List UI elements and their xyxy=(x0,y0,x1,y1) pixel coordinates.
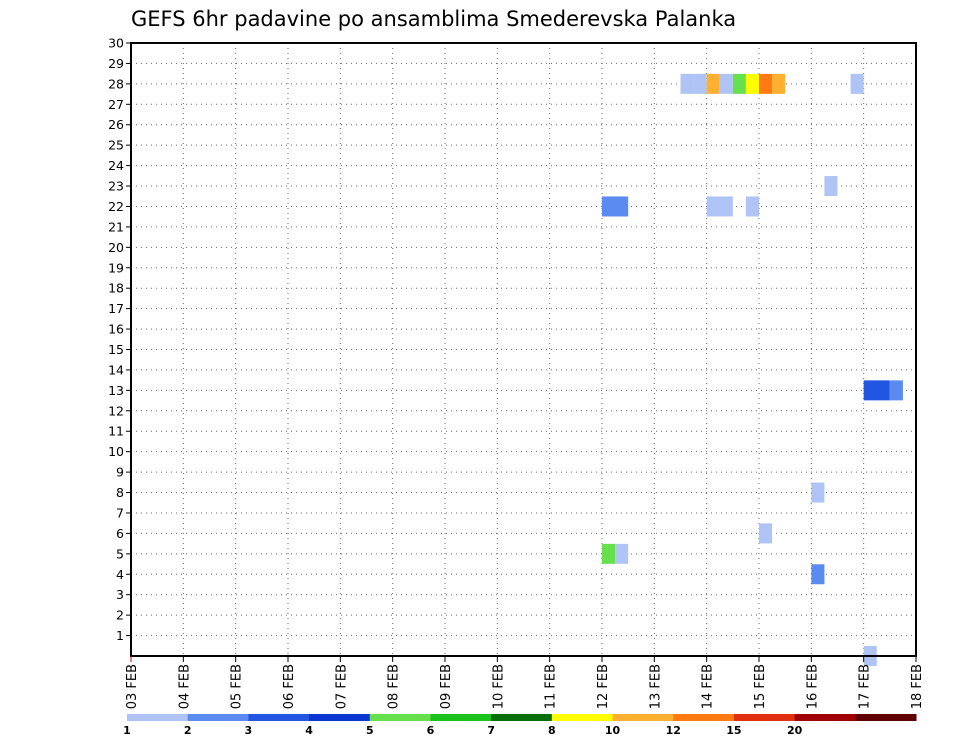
y-tick-label: 22 xyxy=(108,199,124,214)
precip-cell xyxy=(759,73,773,94)
x-tick-label: 04 FEB xyxy=(177,664,192,709)
y-tick-label: 12 xyxy=(108,403,124,418)
y-tick-label: 1 xyxy=(116,628,124,643)
precip-cell xyxy=(719,73,733,94)
y-tick-label: 27 xyxy=(108,97,124,112)
y-tick-label: 3 xyxy=(116,587,124,602)
legend-swatch xyxy=(430,714,492,721)
x-tick-label: 05 FEB xyxy=(230,664,245,709)
precip-cell xyxy=(680,73,694,94)
y-tick-label: 24 xyxy=(108,158,124,173)
y-tick-label: 16 xyxy=(108,322,124,337)
y-tick-label: 5 xyxy=(116,546,124,561)
x-tick-label: 06 FEB xyxy=(282,664,297,709)
x-tick-label: 13 FEB xyxy=(648,664,663,709)
legend-label: 12 xyxy=(666,724,681,737)
legend-swatch xyxy=(673,714,735,721)
legend-swatch xyxy=(309,714,371,721)
precip-cell xyxy=(863,380,890,401)
x-tick-label: 10 FEB xyxy=(491,664,506,709)
precip-cell xyxy=(602,543,616,564)
grid xyxy=(130,42,917,656)
legend-swatch xyxy=(248,714,310,721)
y-tick-label: 4 xyxy=(116,567,124,582)
legend-label: 15 xyxy=(726,724,741,737)
legend-swatch xyxy=(612,714,674,721)
y-tick-label: 7 xyxy=(116,505,124,520)
x-axis: 03 FEB 04 FEB 05 FEB 06 FEB 07 FEB 08 FEB 09 F… xyxy=(125,656,925,709)
precip-cell xyxy=(850,73,864,94)
y-tick-label: 15 xyxy=(108,342,124,357)
y-tick-label: 19 xyxy=(108,260,124,275)
precip-cell xyxy=(602,196,629,217)
precip-cell xyxy=(706,196,733,217)
legend-swatch xyxy=(127,714,189,721)
y-tick-label: 21 xyxy=(108,219,124,234)
legend-swatch xyxy=(551,714,614,721)
x-tick-label: 07 FEB xyxy=(334,664,349,709)
y-tick-label: 2 xyxy=(116,608,124,623)
legend-swatch xyxy=(491,714,553,721)
x-tick-label: 08 FEB xyxy=(387,664,402,709)
heatmap-cells xyxy=(602,73,903,666)
y-tick-label: 17 xyxy=(108,301,124,316)
precip-cell xyxy=(706,73,720,94)
y-axis: 1234567891011121314151617181920212223242… xyxy=(108,36,131,643)
y-tick-label: 9 xyxy=(116,465,124,480)
y-tick-label: 8 xyxy=(116,485,124,500)
y-tick-label: 23 xyxy=(108,179,124,194)
y-tick-label: 14 xyxy=(108,362,124,377)
x-tick-label: 16 FEB xyxy=(805,664,820,709)
legend-swatch xyxy=(855,714,917,721)
legend-label: 3 xyxy=(245,724,253,737)
y-tick-label: 20 xyxy=(108,240,124,255)
precip-cell xyxy=(811,482,825,503)
plot-frame xyxy=(130,42,917,657)
y-tick-label: 10 xyxy=(108,444,124,459)
legend-label: 8 xyxy=(548,724,556,737)
legend-label: 4 xyxy=(305,724,313,737)
x-tick-label: 09 FEB xyxy=(439,664,454,709)
y-tick-label: 25 xyxy=(108,138,124,153)
legend-label: 5 xyxy=(366,724,374,737)
y-tick-label: 28 xyxy=(108,76,124,91)
y-tick-label: 11 xyxy=(108,424,124,439)
x-tick-label: 17 FEB xyxy=(858,664,873,709)
x-tick-label: 03 FEB xyxy=(125,664,140,709)
x-tick-label: 18 FEB xyxy=(910,664,925,709)
x-tick-label: 14 FEB xyxy=(701,664,716,709)
legend-swatch xyxy=(369,714,431,721)
precip-cell xyxy=(615,543,629,564)
y-tick-label: 6 xyxy=(116,526,124,541)
y-tick-label: 18 xyxy=(108,281,124,296)
precip-cell xyxy=(745,196,759,217)
chart-title: GEFS 6hr padavine po ansamblima Smederev… xyxy=(131,7,736,31)
x-tick-label: 15 FEB xyxy=(753,664,768,709)
legend-label: 2 xyxy=(184,724,192,737)
precip-cell xyxy=(772,73,786,94)
legend-label: 1 xyxy=(123,724,131,737)
precip-cell xyxy=(759,523,773,544)
precip-cell xyxy=(745,73,759,94)
legend-swatch xyxy=(794,714,856,721)
y-tick-label: 13 xyxy=(108,383,124,398)
y-tick-label: 30 xyxy=(108,36,124,51)
legend-label: 6 xyxy=(427,724,435,737)
precip-cell xyxy=(889,380,903,401)
legend-label: 10 xyxy=(605,724,621,737)
legend-label: 20 xyxy=(787,724,803,737)
precip-cell xyxy=(824,176,838,197)
y-tick-label: 26 xyxy=(108,117,124,132)
precip-cell xyxy=(811,564,825,585)
legend-swatch xyxy=(187,714,249,721)
x-tick-label: 12 FEB xyxy=(596,664,611,709)
legend-label: 7 xyxy=(487,724,495,737)
y-tick-label: 29 xyxy=(108,56,124,71)
legend-swatch xyxy=(733,714,796,721)
legend-colorbar: 1 2 3 4 5 6 7 8 10 12 15 20 xyxy=(123,714,917,737)
x-tick-label: 11 FEB xyxy=(544,664,559,709)
precip-cell xyxy=(693,73,707,94)
precip-cell xyxy=(732,73,746,94)
